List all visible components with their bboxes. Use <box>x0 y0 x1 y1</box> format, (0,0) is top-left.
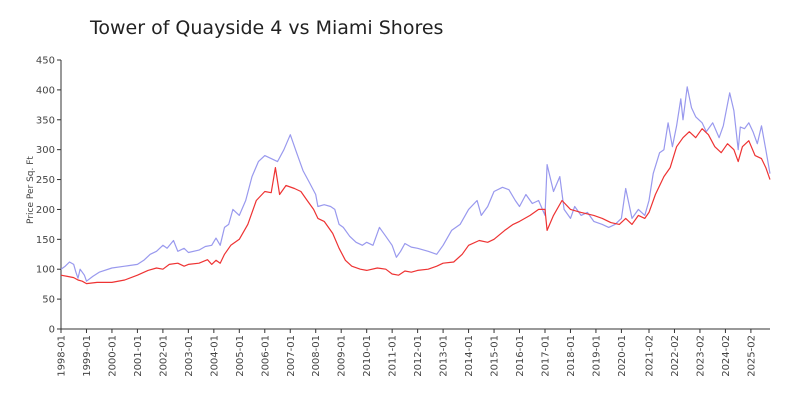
series-layer <box>60 86 771 285</box>
y-axis-label: Price Per Sq. Ft <box>26 156 36 224</box>
x-tick-label: 1998-01 <box>57 335 68 377</box>
x-tick-label: 2021-02 <box>645 335 656 377</box>
x-tick-label: 2003-01 <box>184 335 195 377</box>
x-tick-label: 2000-01 <box>107 335 118 377</box>
x-tick-label: 2009-01 <box>337 335 348 377</box>
x-tick-label: 2005-01 <box>235 335 246 377</box>
x-tick-label: 2020-01 <box>617 335 628 377</box>
y-tick-label: 400 <box>36 85 55 96</box>
series-line-1 <box>60 86 771 282</box>
x-tick-label: 2017-01 <box>540 335 551 377</box>
y-tick-label: 300 <box>36 145 55 156</box>
x-tick-label: 2019-01 <box>591 335 602 377</box>
y-tick-label: 200 <box>36 205 55 216</box>
y-tick-label: 250 <box>36 175 55 186</box>
x-tick-label: 2008-01 <box>311 335 322 377</box>
x-tick-label: 2025-02 <box>746 335 757 377</box>
axes: 0 50 100 150 200 250 300 350 400 450 1998-01 1999-0… <box>36 56 770 377</box>
y-tick-label: 450 <box>36 56 55 67</box>
x-tick-label: 2024-02 <box>721 335 732 377</box>
x-tick-label: 2012-01 <box>413 335 424 377</box>
x-tick-label: 2007-01 <box>286 335 297 377</box>
x-tick-label: 1999-01 <box>82 335 93 377</box>
x-tick-label: 2011-01 <box>388 335 399 377</box>
x-tick-label: 2010-01 <box>362 335 373 377</box>
chart-title: Tower of Quayside 4 vs Miami Shores <box>90 17 444 39</box>
x-tick-label: 2018-01 <box>566 335 577 377</box>
x-tick-label: 2023-02 <box>695 335 706 377</box>
x-tick-label: 2014-01 <box>464 335 475 377</box>
y-tick-label: 100 <box>36 265 55 276</box>
x-tick-label: 2001-01 <box>133 335 144 377</box>
x-tick-label: 2016-01 <box>515 335 526 377</box>
x-tick-label: 2006-01 <box>260 335 271 377</box>
series-line-2 <box>60 128 771 285</box>
y-tick-label: 350 <box>36 115 55 126</box>
y-tick-label: 150 <box>36 235 55 246</box>
x-tick-label: 2002-01 <box>158 335 169 377</box>
y-tick-label: 50 <box>42 295 55 306</box>
x-tick-label: 2022-02 <box>670 335 681 377</box>
x-tick-label: 2015-01 <box>490 335 501 377</box>
x-tick-label: 2004-01 <box>209 335 220 377</box>
x-tick-label: 2013-01 <box>439 335 450 377</box>
y-tick-label: 0 <box>49 325 55 336</box>
